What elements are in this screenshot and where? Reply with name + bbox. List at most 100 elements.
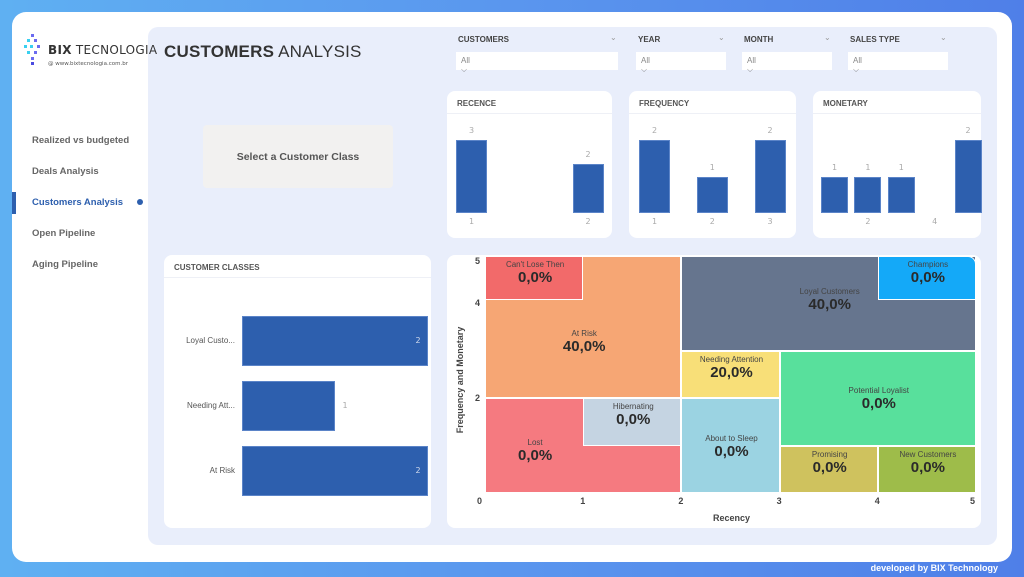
segment-percent: 20,0% <box>710 363 753 381</box>
segment-label-box: At Risk 40,0% <box>486 304 682 380</box>
category-label: Loyal Custo... <box>186 336 235 345</box>
data-label: 2 <box>767 126 773 135</box>
bar[interactable] <box>242 381 335 431</box>
segment-percent: 40,0% <box>808 295 851 313</box>
filter-label-3: SALES TYPE <box>850 35 900 44</box>
nav-aging-pipeline[interactable]: Aging Pipeline <box>32 259 98 270</box>
bar[interactable] <box>639 140 670 213</box>
segment-percent: 0,0% <box>517 447 553 465</box>
segment-label-box: Needing Attention 20,0% <box>682 352 780 399</box>
chevron-down-icon[interactable]: ⌄ <box>718 33 725 42</box>
bar[interactable] <box>754 140 786 213</box>
data-label: 2 <box>651 126 658 135</box>
filter-dropdown-3[interactable]: All ⌵ <box>848 52 948 74</box>
brand-name: TECNOLOGIA <box>71 43 158 57</box>
x-tick-label: 4 <box>932 217 938 226</box>
segment-label-box: Promising 0,0% <box>781 447 879 494</box>
monetary-chart: MONETARY 1 1 1 2 2 4 <box>813 91 982 238</box>
footer-credit: developed by BIX Technology <box>870 563 998 573</box>
chart-title: CUSTOMER CLASSES <box>174 263 260 272</box>
segment-new-customers[interactable]: New Customers 0,0% <box>877 445 977 494</box>
nav-customers-analysis[interactable]: Customers Analysis <box>32 197 123 208</box>
data-label: 1 <box>831 162 838 172</box>
chevron-down-icon: ⌵ <box>641 65 648 74</box>
nav-open-pipeline[interactable]: Open Pipeline <box>32 228 96 239</box>
segment-label-box: Lost 0,0% <box>486 409 584 494</box>
segment-label-box: Champions 0,0% <box>879 257 977 301</box>
filter-value: All <box>461 56 470 65</box>
data-label: 2 <box>585 150 591 160</box>
category-label: At Risk <box>209 466 235 475</box>
bar[interactable] <box>242 446 428 496</box>
x-tick-label: 2 <box>585 217 591 226</box>
customer-classes-chart: CUSTOMER CLASSES Loyal Custo... 2 Needing A… <box>164 255 431 528</box>
filter-dropdown-0[interactable]: All ⌵ <box>456 52 618 74</box>
segment-needing-attention[interactable]: Needing Attention 20,0% <box>681 350 780 399</box>
nav-deals-analysis[interactable]: Deals Analysis <box>32 166 99 177</box>
recence-chart: RECENCE 3 2 1 2 <box>447 91 612 238</box>
segment-potential-loyalist[interactable]: Potential Loyalist 0,0% <box>779 350 977 447</box>
logo-icon <box>24 34 42 66</box>
filter-label-2: MONTH <box>744 35 774 44</box>
divider <box>629 113 796 114</box>
x-tick-label: 3 <box>767 217 773 226</box>
data-label: 1 <box>898 162 904 172</box>
filter-dropdown-1[interactable]: All ⌵ <box>636 52 726 74</box>
data-label: 1 <box>709 162 715 172</box>
bar[interactable] <box>821 176 848 213</box>
segment-percent: 0,0% <box>616 411 651 429</box>
bar[interactable] <box>854 176 882 213</box>
filter-label-1: YEAR <box>638 35 661 44</box>
bar[interactable] <box>456 140 487 213</box>
y-tick: 4 <box>475 298 481 309</box>
x-tick-label: 2 <box>709 217 715 226</box>
chevron-down-icon: ⌵ <box>747 65 754 74</box>
x-tick: 0 <box>477 496 483 506</box>
chevron-down-icon[interactable]: ⌄ <box>824 33 831 42</box>
page-title: CUSTOMERS ANALYSIS <box>164 42 362 61</box>
segment-label-box: New Customers 0,0% <box>879 447 977 494</box>
x-tick-label: 1 <box>468 217 475 226</box>
segment-name: At Risk <box>571 329 597 339</box>
segment-about-to-sleep[interactable]: About to Sleep 0,0% <box>681 398 780 493</box>
filter-dropdown-2[interactable]: All ⌵ <box>742 52 832 74</box>
brand-logo: BIX TECNOLOGIA <box>24 34 157 66</box>
data-label: 2 <box>415 336 421 345</box>
segment-can-t-lose-then[interactable]: Can't Lose Then 0,0% <box>485 256 584 301</box>
data-label: 3 <box>468 126 475 135</box>
data-label: 1 <box>865 162 871 172</box>
chevron-down-icon[interactable]: ⌄ <box>610 33 617 42</box>
bar[interactable] <box>696 176 728 213</box>
y-axis-label: Frequency and Monetary <box>455 326 465 434</box>
segment-name: Can't Lose Then <box>505 260 565 269</box>
segment-name: About to Sleep <box>705 433 758 443</box>
segment-percent: 0,0% <box>812 458 847 476</box>
chevron-down-icon: ⌵ <box>853 65 860 74</box>
bar[interactable] <box>572 164 604 213</box>
segment-label-box: Potential Loyalist 0,0% <box>781 352 977 447</box>
bar[interactable] <box>887 176 915 213</box>
x-tick: 5 <box>970 496 976 506</box>
active-indicator <box>12 192 16 214</box>
chart-title: RECENCE <box>457 99 497 108</box>
divider <box>164 277 431 278</box>
select-customer-class-card[interactable]: Select a Customer Class <box>203 125 393 188</box>
x-tick: 1 <box>580 496 586 506</box>
nav-realized-vs-budgeted[interactable]: Realized vs budgeted <box>32 135 130 146</box>
x-tick-label: 2 <box>865 217 871 226</box>
bar[interactable] <box>242 316 428 366</box>
segment-name: Champions <box>907 260 949 269</box>
segment-name: Hibernating <box>612 402 654 412</box>
segment-champions[interactable]: Champions 0,0% <box>877 256 977 301</box>
segment-percent: 0,0% <box>910 269 945 286</box>
segment-hibernating[interactable]: Hibernating 0,0% <box>583 398 682 446</box>
segment-promising[interactable]: Promising 0,0% <box>779 445 879 494</box>
y-tick: 5 <box>475 256 481 266</box>
chevron-down-icon[interactable]: ⌄ <box>940 33 947 42</box>
segment-name: New Customers <box>899 449 957 459</box>
chevron-down-icon: ⌵ <box>461 65 468 74</box>
bar[interactable] <box>954 140 982 213</box>
segment-name: Lost <box>527 438 543 448</box>
segment-label-box: Hibernating 0,0% <box>584 399 682 446</box>
x-tick: 2 <box>678 496 684 506</box>
